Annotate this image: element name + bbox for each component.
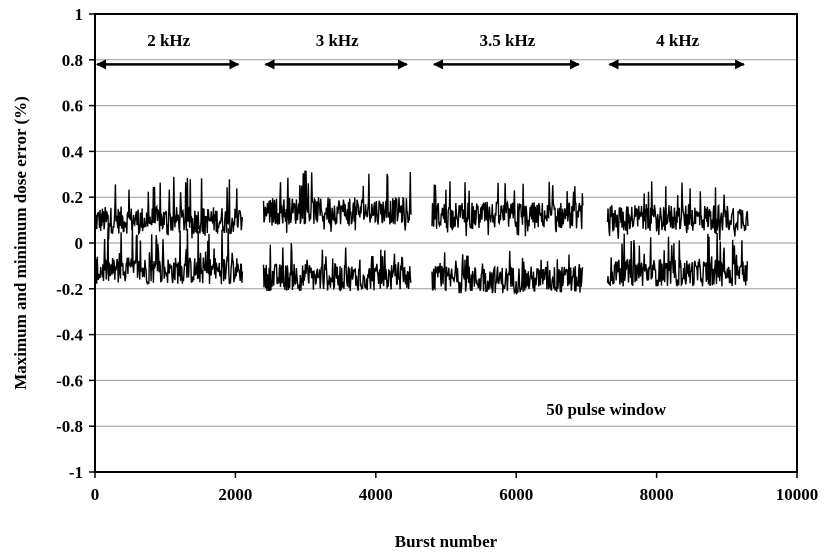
y-tick-label-9: -0.8 — [56, 417, 83, 436]
y-axis-title: Maximum and minimum dose error (%) — [11, 96, 30, 390]
y-tick-label-1: 0.8 — [62, 51, 83, 70]
y-tick-label-5: 0 — [75, 234, 84, 253]
y-tick-label-8: -0.6 — [56, 371, 83, 390]
x-tick-label-5: 10000 — [776, 485, 819, 504]
max-error-trace-3 — [606, 181, 749, 241]
min-error-trace-1 — [262, 243, 412, 292]
x-tick-label-4: 8000 — [640, 485, 674, 504]
min-error-trace-0 — [94, 227, 244, 286]
y-tick-label-6: -0.2 — [56, 280, 83, 299]
y-tick-label-7: -0.4 — [56, 326, 83, 345]
min-error-trace-2 — [431, 250, 584, 296]
y-tick-label-4: 0.2 — [62, 188, 83, 207]
freq-label-1: 3 kHz — [316, 31, 359, 50]
y-axis-ticks: 1 0.8 0.6 0.4 0.2 0 -0.2 -0.4 -0.6 -0.8 -1 — [56, 5, 95, 482]
segment-3 — [606, 181, 749, 287]
frequency-arrows: 2 kHz 3 kHz 3.5 kHz 4 kHz — [96, 31, 745, 70]
segment-1 — [262, 170, 412, 292]
series-layer — [94, 170, 749, 296]
freq-label-2: 3.5 kHz — [480, 31, 536, 50]
y-tick-label-0: 1 — [75, 5, 84, 24]
freq-label-3: 4 kHz — [656, 31, 699, 50]
y-tick-label-2: 0.6 — [62, 97, 83, 116]
gridlines — [95, 59, 797, 427]
segment-0 — [94, 176, 244, 286]
x-tick-label-0: 0 — [91, 485, 100, 504]
x-tick-label-3: 6000 — [499, 485, 533, 504]
x-axis-ticks: 0 2000 4000 6000 8000 10000 — [91, 472, 819, 504]
y-tick-label-3: 0.4 — [62, 142, 84, 161]
x-tick-label-2: 4000 — [359, 485, 393, 504]
window-annotation: 50 pulse window — [546, 400, 667, 419]
x-axis-title: Burst number — [395, 532, 498, 551]
min-error-trace-3 — [606, 232, 749, 287]
freq-label-0: 2 kHz — [147, 31, 190, 50]
y-tick-label-10: -1 — [69, 463, 83, 482]
max-error-trace-1 — [262, 170, 412, 233]
max-error-trace-0 — [94, 176, 244, 240]
max-error-trace-2 — [431, 181, 584, 237]
x-tick-label-1: 2000 — [218, 485, 252, 504]
segment-2 — [431, 181, 584, 296]
